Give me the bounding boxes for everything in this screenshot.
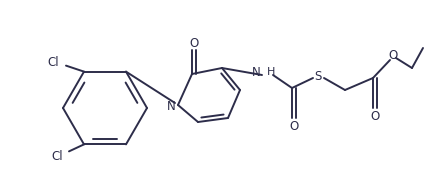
Text: Cl: Cl bbox=[51, 150, 63, 163]
Text: H: H bbox=[266, 67, 275, 77]
Text: S: S bbox=[314, 70, 321, 83]
Text: O: O bbox=[388, 49, 397, 62]
Text: O: O bbox=[369, 109, 379, 122]
Text: N: N bbox=[252, 66, 260, 79]
Text: O: O bbox=[289, 120, 298, 133]
Text: N: N bbox=[166, 100, 175, 112]
Text: Cl: Cl bbox=[47, 56, 59, 69]
Text: O: O bbox=[189, 36, 198, 49]
